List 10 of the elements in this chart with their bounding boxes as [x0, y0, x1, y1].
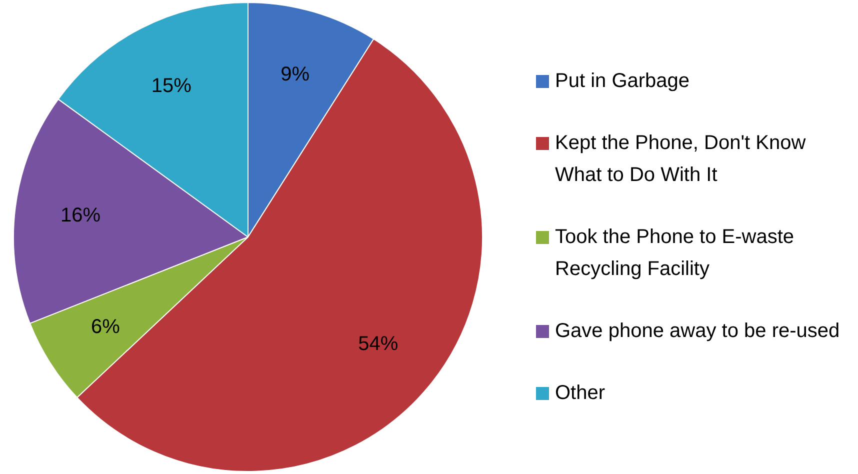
legend-label: Put in Garbage — [555, 69, 690, 94]
legend-label: Kept the Phone, Don't Know What to Do With It — [555, 131, 807, 188]
legend-label: Other — [555, 381, 606, 406]
data-label: 9% — [280, 63, 310, 86]
legend-label: Took the Phone to E-waste Recycling Facility — [555, 225, 796, 282]
data-label: 54% — [358, 333, 398, 356]
data-label: 15% — [151, 75, 192, 98]
data-label: 16% — [60, 204, 101, 226]
legend-label: Gave phone away to be re-used — [555, 319, 840, 344]
data-label: 6% — [90, 316, 120, 338]
